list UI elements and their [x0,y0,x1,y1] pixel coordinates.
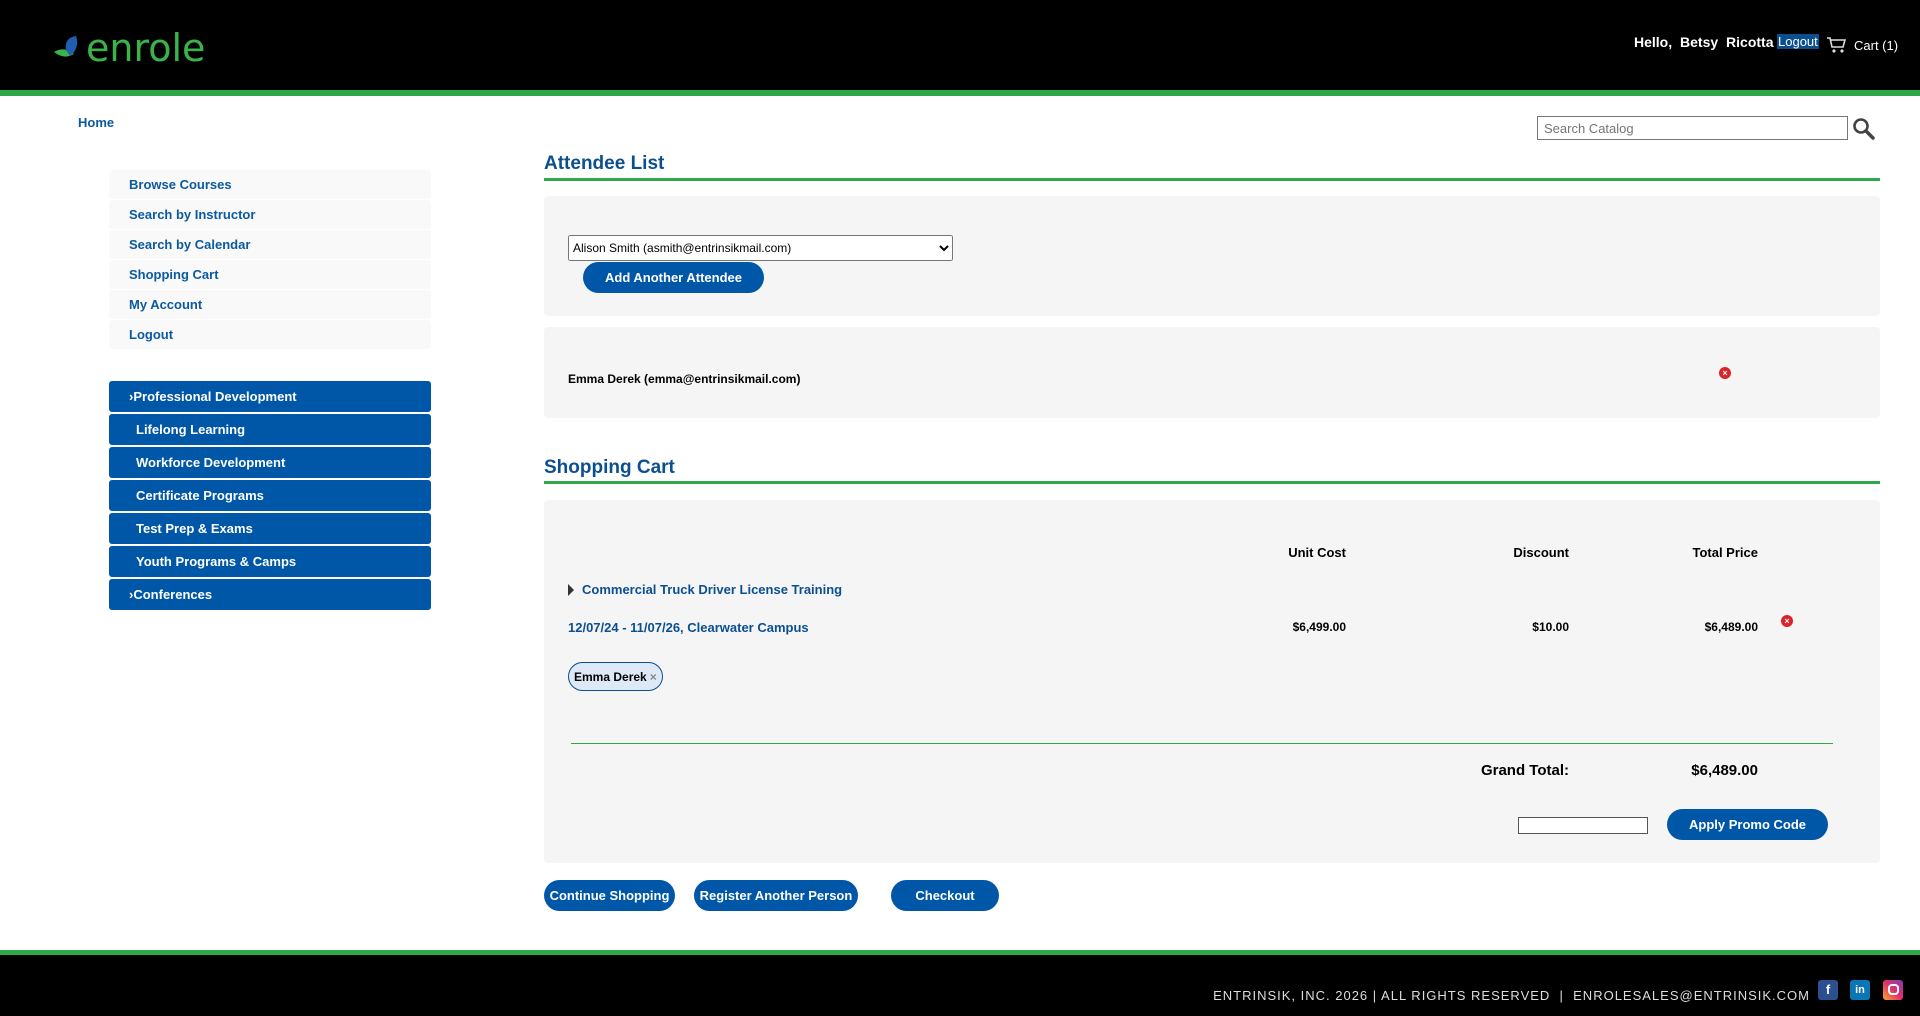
col-unit-cost: Unit Cost [1288,545,1346,560]
attendee-select[interactable]: Alison Smith (asmith@entrinsikmail.com) [568,235,953,261]
footer-divider [0,950,1920,955]
sidebar-item-search-by-instructor[interactable]: Search by Instructor [109,200,431,230]
attendee-chip: Emma Derek × [568,662,663,691]
col-discount: Discount [1513,545,1569,560]
category-test-prep[interactable]: Test Prep & Exams [109,513,431,544]
category-certificate-programs[interactable]: Certificate Programs [109,480,431,511]
greeting: Hello, Betsy Ricotta [1634,34,1774,50]
chip-remove-icon[interactable]: × [649,669,657,684]
cart-panel [544,500,1880,863]
category-youth-programs[interactable]: Youth Programs & Camps [109,546,431,577]
facebook-icon[interactable]: f [1818,980,1838,1000]
grand-total-value: $6,489.00 [1691,762,1758,779]
category-conferences[interactable]: ›Conferences [109,579,431,610]
breadcrumb-home[interactable]: Home [78,115,115,130]
sidebar-nav: Browse Courses Search by Instructor Sear… [109,170,431,350]
section-divider [544,481,1880,484]
cart-icon [1827,37,1846,53]
category-professional-development[interactable]: ›Professional Development [109,381,431,412]
attendee-list-title: Attendee List [544,153,665,174]
instagram-icon[interactable] [1883,980,1903,1000]
col-total-price: Total Price [1692,545,1758,560]
sidebar-item-my-account[interactable]: My Account [109,290,431,320]
grand-total-label: Grand Total: [1480,762,1569,779]
category-workforce-development[interactable]: Workforce Development [109,447,431,478]
shopping-cart-title: Shopping Cart [544,457,675,478]
apply-promo-button[interactable]: Apply Promo Code [1667,809,1828,840]
chevron-right-icon: › [129,587,134,602]
category-lifelong-learning[interactable]: Lifelong Learning [109,414,431,445]
category-label: Professional Development [133,389,297,404]
total-price-value: $6,489.00 [1704,620,1758,634]
total-divider [571,743,1833,744]
cart-label: Cart (1) [1854,37,1899,53]
discount-value: $10.00 [1532,620,1569,634]
header-divider [0,90,1920,96]
register-another-person-button[interactable]: Register Another Person [694,880,858,911]
sidebar-item-shopping-cart[interactable]: Shopping Cart [109,260,431,290]
continue-shopping-button[interactable]: Continue Shopping [544,880,675,911]
expand-triangle-icon[interactable] [568,583,574,596]
footer [0,955,1920,1016]
sidebar-item-logout[interactable]: Logout [109,320,431,350]
course-section[interactable]: 12/07/24 - 11/07/26, Clearwater Campus [568,620,809,635]
logo-text: enrole [86,26,206,70]
add-attendee-button[interactable]: Add Another Attendee [583,262,764,293]
promo-code-input[interactable] [1518,817,1648,834]
attendee-row-panel [544,327,1880,418]
course-title[interactable]: Commercial Truck Driver License Training [582,582,843,597]
sidebar-item-browse-courses[interactable]: Browse Courses [109,170,431,200]
cart-link[interactable]: Cart (1) [1826,36,1898,54]
remove-item-icon[interactable]: × [1781,615,1793,627]
remove-attendee-icon[interactable]: × [1719,367,1731,379]
search-icon[interactable] [1852,117,1876,141]
header [0,0,1920,90]
unit-cost-value: $6,499.00 [1292,620,1346,634]
checkout-button[interactable]: Checkout [891,880,999,911]
sidebar-item-search-by-calendar[interactable]: Search by Calendar [109,230,431,260]
section-divider [544,178,1880,181]
attendee-name: Emma Derek (emma@entrinsikmail.com) [568,372,801,386]
footer-text: ENTRINSIK, INC. 2026 | ALL RIGHTS RESERV… [1213,988,1810,1003]
chevron-right-icon: › [129,389,134,404]
header-logout-link[interactable]: Logout [1777,34,1819,49]
category-label: Conferences [133,587,213,602]
logo[interactable]: enrole [52,26,205,70]
leaf-logo-icon [54,36,78,57]
search-input[interactable] [1537,116,1848,140]
course-row[interactable]: Commercial Truck Driver License Training [568,582,842,597]
category-list: ›Professional Development Lifelong Learn… [109,381,431,612]
linkedin-icon[interactable]: in [1850,980,1870,1000]
chip-label: Emma Derek [574,669,647,684]
